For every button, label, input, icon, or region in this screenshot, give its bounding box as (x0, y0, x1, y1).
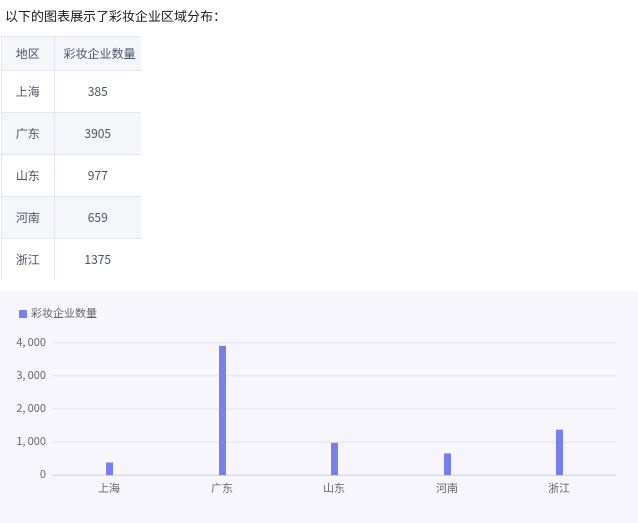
svg-text:1, 000: 1, 000 (16, 433, 46, 449)
svg-text:2, 000: 2, 000 (16, 400, 46, 416)
svg-text:河南: 河南 (436, 480, 458, 496)
svg-text:山东: 山东 (323, 480, 345, 496)
svg-text:0: 0 (40, 466, 46, 482)
svg-text:上海: 上海 (98, 480, 120, 496)
svg-text:4, 000: 4, 000 (16, 334, 46, 350)
svg-text:3, 000: 3, 000 (16, 367, 46, 383)
svg-text:浙江: 浙江 (548, 480, 570, 496)
svg-text:广东: 广东 (211, 480, 233, 496)
